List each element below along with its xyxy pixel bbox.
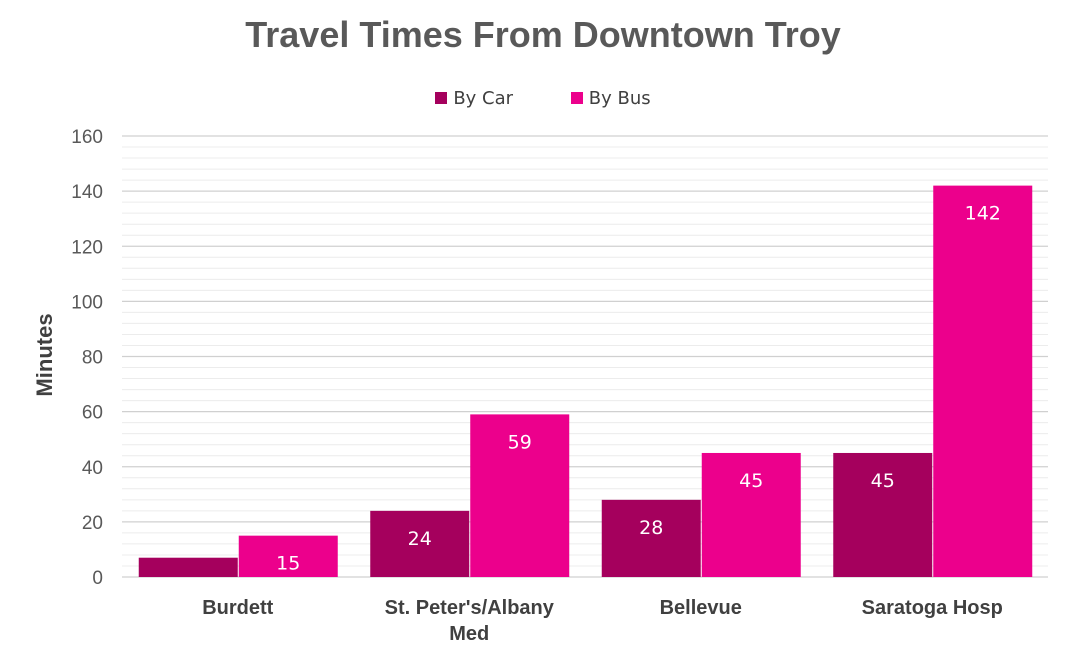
legend: By Car By Bus bbox=[0, 88, 1086, 109]
y-tick-label: 0 bbox=[92, 568, 103, 589]
chart-title: Travel Times From Downtown Troy bbox=[245, 14, 841, 55]
bar-bus bbox=[470, 414, 570, 577]
legend-label-bus: By Bus bbox=[588, 88, 651, 109]
data-label: 45 bbox=[871, 470, 895, 492]
category-label: Saratoga Hosp bbox=[862, 597, 1003, 619]
bar-bus bbox=[933, 185, 1033, 578]
y-tick-label: 120 bbox=[71, 237, 103, 258]
y-axis-title: Minutes bbox=[32, 313, 57, 396]
data-label: 59 bbox=[508, 431, 532, 453]
data-labels: 15 24 59 28 45 45 142 bbox=[276, 203, 1001, 575]
y-tick-label: 80 bbox=[82, 348, 103, 369]
y-axis-ticks: 0 20 40 60 80 100 120 140 160 bbox=[71, 127, 103, 589]
legend-label-car: By Car bbox=[453, 88, 514, 109]
y-tick-label: 20 bbox=[82, 513, 103, 534]
legend-entry-car: By Car bbox=[435, 88, 513, 109]
data-label: 45 bbox=[739, 470, 763, 492]
x-axis-categories: Burdett St. Peter's/Albany Med Bellevue Sara… bbox=[202, 597, 1003, 645]
data-label: 142 bbox=[965, 203, 1001, 225]
y-tick-label: 40 bbox=[82, 458, 103, 479]
bar-car bbox=[138, 557, 238, 577]
legend-swatch-car bbox=[435, 92, 448, 104]
legend-swatch-bus bbox=[570, 92, 583, 104]
y-tick-label: 160 bbox=[71, 127, 103, 148]
y-tick-label: 100 bbox=[71, 292, 103, 313]
data-label: 28 bbox=[639, 517, 663, 539]
bar-car bbox=[601, 499, 701, 577]
data-label: 15 bbox=[276, 553, 300, 575]
bar-car bbox=[833, 452, 933, 577]
bar-car bbox=[370, 510, 470, 577]
legend-entry-bus: By Bus bbox=[570, 88, 651, 109]
y-tick-label: 60 bbox=[82, 403, 103, 424]
category-label: Burdett bbox=[202, 597, 273, 619]
bars bbox=[138, 185, 1033, 578]
data-label: 24 bbox=[408, 528, 432, 550]
category-label: Bellevue bbox=[660, 597, 742, 619]
y-tick-label: 140 bbox=[71, 182, 103, 203]
category-label: St. Peter's/Albany Med bbox=[385, 597, 555, 645]
bar-bus bbox=[238, 535, 338, 577]
bar-bus bbox=[701, 452, 801, 577]
